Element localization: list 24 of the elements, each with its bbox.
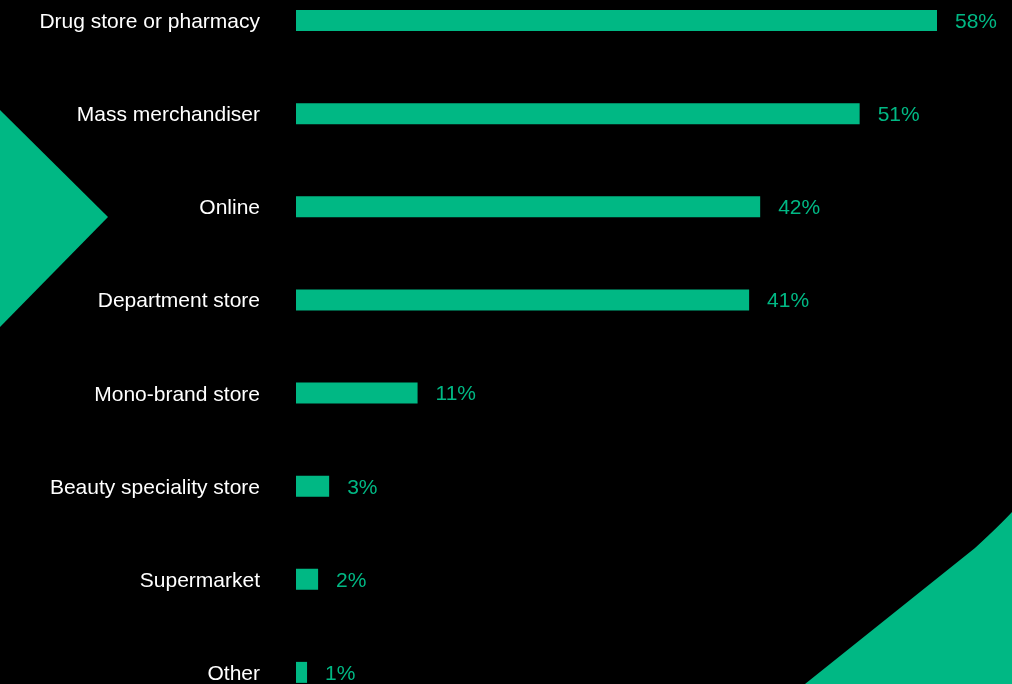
y-tick-label: Mono-brand store: [94, 381, 260, 405]
bar: [296, 568, 319, 590]
data-label: 58%: [955, 8, 998, 32]
y-tick-label: Other: [207, 660, 260, 684]
bar: [296, 10, 937, 31]
data-label: 1%: [325, 660, 356, 684]
y-tick-label: Beauty speciality store: [49, 474, 260, 498]
y-tick-label: Department store: [97, 288, 260, 312]
bar: [296, 289, 750, 311]
bar: [296, 196, 761, 218]
y-tick-label: Mass merchandiser: [76, 102, 260, 126]
data-label: 2%: [336, 567, 367, 591]
y-tick-label: Drug store or pharmacy: [39, 9, 261, 33]
data-label: 11%: [435, 381, 477, 405]
data-label: 42%: [778, 195, 821, 219]
bar: [296, 661, 308, 683]
data-label: 41%: [767, 288, 810, 312]
bar: [296, 382, 418, 404]
data-label: 3%: [347, 474, 378, 498]
bar: [296, 475, 330, 497]
y-tick-label: Online: [199, 195, 260, 219]
bar: [296, 103, 860, 125]
y-tick-label: Supermarket: [139, 567, 261, 591]
data-label: 51%: [877, 102, 920, 126]
